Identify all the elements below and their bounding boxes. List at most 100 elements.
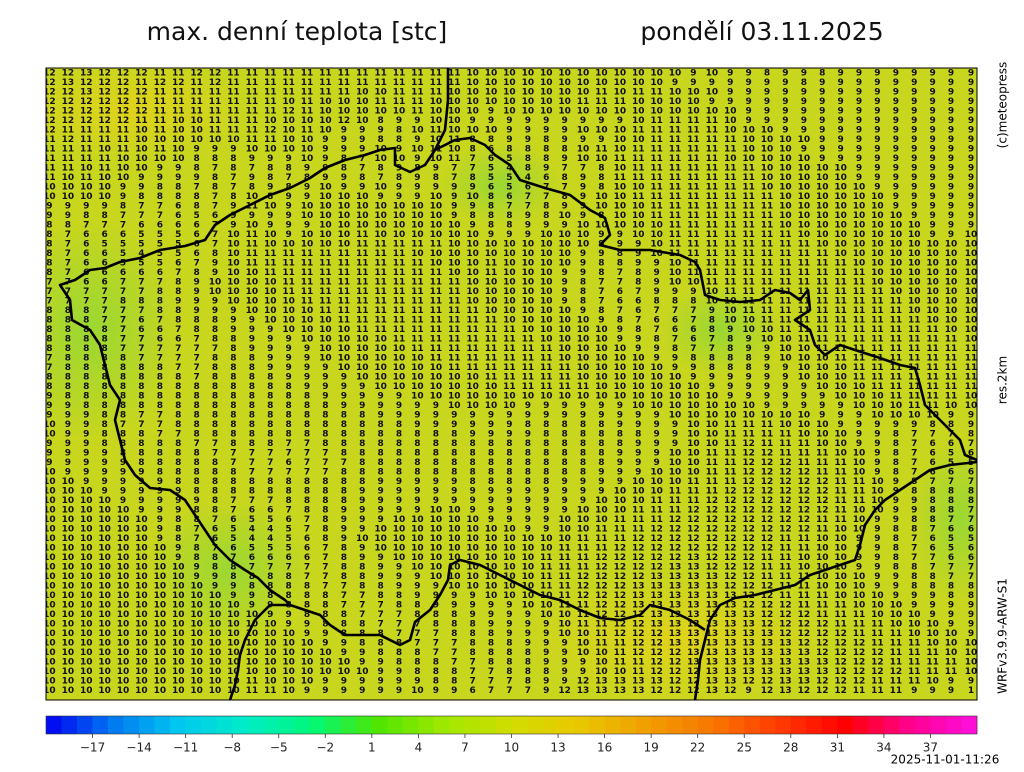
colorbar-segment <box>402 716 419 734</box>
colorbar-label: 22 <box>690 741 705 755</box>
colorbar-segment <box>558 716 574 734</box>
grid-row: 10 10 10 10 10 10 10 10 10 10 10 10 10 1… <box>43 629 974 639</box>
colorbar-segment <box>759 716 776 734</box>
colorbar-segment <box>77 716 93 734</box>
grid-row: 10 10 10 10 10 10 10 10 10 9 9 8 8 8 8 7… <box>43 581 974 591</box>
colorbar-label: 1 <box>368 741 376 755</box>
colorbar-segment <box>356 716 373 734</box>
map-date: pondělí 03.11.2025 <box>640 17 883 46</box>
grid-row: 12 12 12 12 12 11 11 10 10 11 11 11 10 1… <box>43 116 974 126</box>
colorbar-segment <box>542 716 559 734</box>
colorbar-segment <box>573 716 590 734</box>
model-name: WRFv3.9.9-ARW-S1 <box>996 578 1010 694</box>
copyright: (c)meteopress <box>996 62 1010 149</box>
colorbar-segment <box>635 716 652 734</box>
field-patch <box>910 440 977 600</box>
grid-row: 8 8 8 8 7 7 7 7 7 7 8 9 9 9 9 10 10 10 1… <box>46 344 977 354</box>
colorbar-segment <box>682 716 698 734</box>
grid-row: 10 10 10 10 10 10 10 10 10 10 10 11 10 1… <box>43 676 974 686</box>
field-patch <box>440 145 560 225</box>
colorbar-segment <box>278 716 295 734</box>
grid-row: 9 9 9 9 8 8 8 8 8 7 7 7 7 7 7 7 8 8 8 8 … <box>46 448 974 458</box>
colorbar-segment <box>620 716 636 734</box>
grid-row: 8 8 8 7 7 7 8 8 9 9 9 10 10 10 10 11 11 … <box>46 306 977 316</box>
grid-row: 7 7 7 7 7 7 8 8 9 10 10 10 10 11 11 11 1… <box>46 287 977 297</box>
colorbar-segment <box>247 716 264 734</box>
grid-row: 7 7 6 6 7 7 7 8 9 10 10 10 10 11 11 11 1… <box>46 277 977 287</box>
colorbar-segment <box>61 716 78 734</box>
grid-row: 12 13 12 12 12 11 12 12 11 12 11 11 11 1… <box>43 78 974 88</box>
colorbar-label: 13 <box>550 741 565 755</box>
grid-row: 11 11 11 10 11 10 11 10 9 9 9 10 10 10 1… <box>43 144 974 154</box>
colorbar-segment <box>899 716 916 734</box>
colorbar-segment <box>961 716 978 734</box>
colorbar-segment <box>201 716 217 734</box>
colorbar-segment <box>852 716 869 734</box>
colorbar-segment <box>418 716 435 734</box>
field-patch <box>46 220 180 440</box>
colorbar-label: −2 <box>316 741 334 755</box>
colorbar-segment <box>340 716 357 734</box>
colorbar-label: −17 <box>80 741 105 755</box>
colorbar-label: −8 <box>223 741 241 755</box>
colorbar-label: −14 <box>126 741 151 755</box>
grid-row: 10 10 10 10 9 8 8 8 8 7 8 10 8 9 9 10 10… <box>43 192 974 202</box>
colorbar-segment <box>930 716 947 734</box>
colorbar-label: 16 <box>597 741 612 755</box>
colorbar-segment <box>449 716 466 734</box>
colorbar-segment <box>433 716 450 734</box>
colorbar-segment <box>480 716 497 734</box>
colorbar-segment <box>46 716 62 734</box>
grid-row: 10 10 10 10 10 10 10 10 10 10 10 10 10 1… <box>43 648 977 658</box>
grid-row: 12 12 13 12 12 12 11 11 11 11 11 11 11 1… <box>43 87 974 97</box>
grid-row: 9 9 9 8 8 7 7 8 8 8 8 8 8 8 8 8 8 8 9 9 … <box>46 410 974 420</box>
grid-row: 10 9 9 9 9 9 8 8 8 8 8 7 7 7 7 7 8 8 8 8… <box>43 467 974 477</box>
grid-row: 10 10 10 10 10 10 10 10 10 10 10 10 9 9 … <box>43 610 974 620</box>
grid-row: 8 8 8 8 8 8 8 8 7 8 8 8 8 9 9 9 9 10 10 … <box>46 372 977 382</box>
grid-row: 10 10 10 10 10 10 10 10 10 10 10 10 10 1… <box>43 638 977 648</box>
colorbar-segment <box>123 716 140 734</box>
grid-row: 10 10 10 10 10 10 10 10 9 8 8 7 7 7 7 7 … <box>43 562 974 572</box>
colorbar-segment <box>945 716 962 734</box>
grid-row: 10 10 10 10 10 10 10 10 10 10 10 10 10 9… <box>43 619 974 629</box>
grid-row: 10 10 10 10 9 9 9 9 9 8 7 7 7 8 8 8 8 9 … <box>43 496 974 506</box>
grid-row: 12 12 12 12 12 11 11 11 11 11 11 11 11 1… <box>43 97 974 107</box>
field-patch <box>520 570 840 700</box>
grid-row: 11 11 11 11 10 10 10 10 8 8 8 9 9 9 10 9… <box>43 154 974 164</box>
colorbar-segment <box>651 716 667 734</box>
grid-row: 10 10 10 10 10 10 10 9 8 7 6 5 5 5 6 7 8… <box>43 543 974 553</box>
field-patch <box>660 285 780 375</box>
grid-row: 8 7 6 6 5 4 5 5 6 8 10 11 11 11 11 11 11… <box>46 249 977 259</box>
colorbar-segment <box>92 716 109 734</box>
timestamp: 2025-11-01-11:26 <box>891 753 1000 767</box>
map-area: 12 12 13 12 12 12 11 11 12 12 11 11 11 1… <box>43 68 977 700</box>
colorbar-label: −11 <box>173 741 198 755</box>
colorbar-segment <box>371 716 388 734</box>
colorbar-segment <box>170 716 186 734</box>
grid-row: 10 9 9 8 8 8 7 7 8 8 8 8 8 8 8 8 8 8 8 8… <box>43 429 974 439</box>
colorbar-label: 10 <box>504 741 519 755</box>
grid-row: 8 8 8 8 7 6 6 7 8 8 9 9 9 10 10 10 10 11… <box>46 325 977 335</box>
colorbar-segment <box>589 716 605 734</box>
grid-row: 10 9 9 8 7 7 7 8 8 8 8 8 8 8 8 8 8 8 8 8… <box>43 420 974 430</box>
colorbar-segment <box>790 716 807 734</box>
grid-row: 8 7 6 6 5 5 5 6 7 9 10 11 11 11 11 11 11… <box>46 258 977 268</box>
grid-row: 12 12 12 12 12 12 11 11 11 11 11 11 11 1… <box>43 106 974 116</box>
colorbar-segment <box>387 716 404 734</box>
value-grid: 12 12 13 12 12 12 11 11 12 12 11 11 11 1… <box>43 68 977 696</box>
colorbar-label: 37 <box>923 741 938 755</box>
colorbar-label: 4 <box>415 741 423 755</box>
grid-row: 12 11 11 11 11 10 11 10 10 11 11 11 12 1… <box>43 125 974 135</box>
colorbar-segment <box>883 716 900 734</box>
colorbar-segment <box>294 716 311 734</box>
grid-row: 10 10 10 9 9 9 9 9 8 8 8 8 8 8 8 8 8 9 9… <box>43 486 974 496</box>
grid-row: 11 12 11 11 11 10 10 10 10 10 10 11 11 1… <box>43 135 974 145</box>
colorbar-segment <box>728 716 745 734</box>
colorbar-segment <box>914 716 931 734</box>
colorbar-segment <box>713 716 730 734</box>
grid-row: 7 8 8 8 8 8 8 7 7 8 8 8 9 9 9 9 10 10 10… <box>46 363 977 373</box>
grid-row: 10 10 10 10 10 10 10 10 9 9 8 8 8 8 7 7 … <box>43 572 974 582</box>
grid-row: 9 9 8 8 7 7 7 6 5 6 9 9 9 9 10 10 10 10 … <box>46 211 974 221</box>
